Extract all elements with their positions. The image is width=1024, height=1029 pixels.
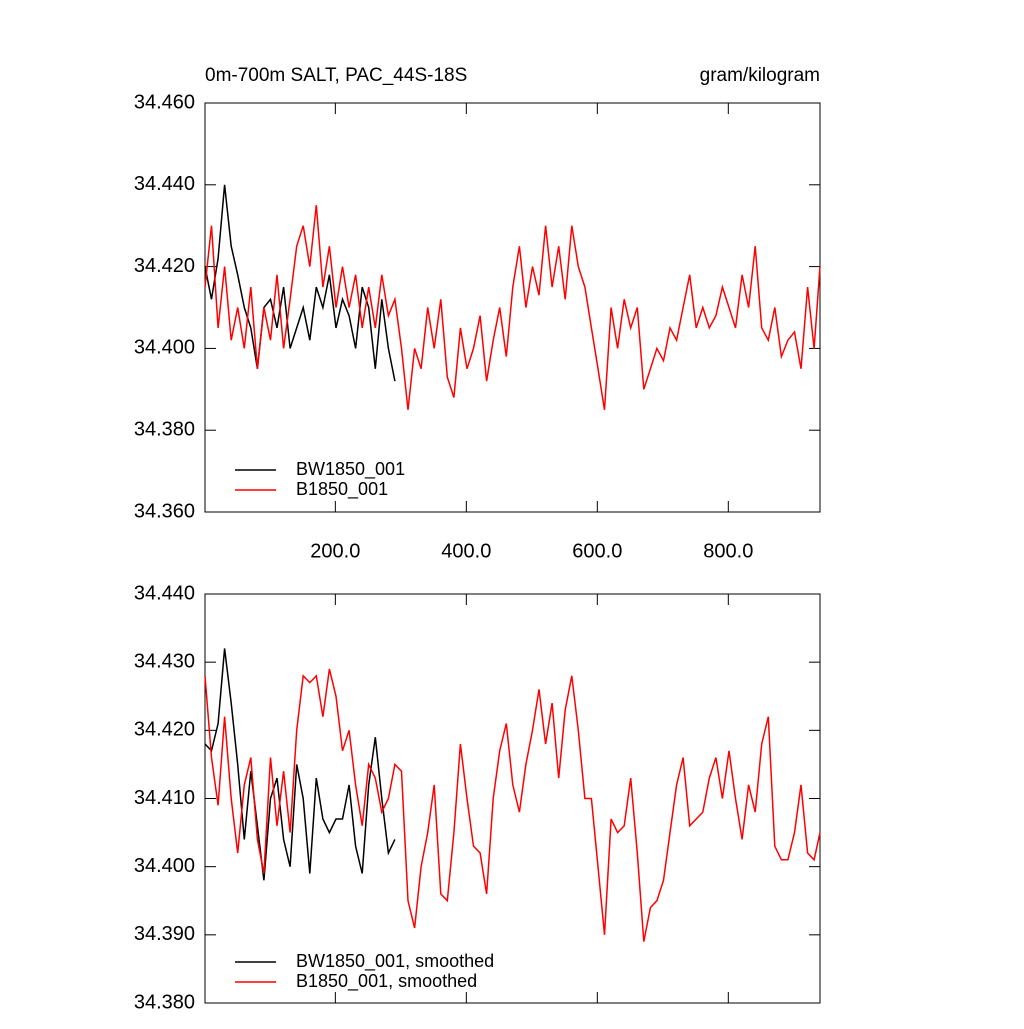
legend-label: B1850_001, smoothed	[296, 971, 477, 992]
x-tick-label: 600.0	[572, 540, 622, 562]
y-tick-label: 34.410	[134, 787, 195, 809]
y-tick-label: 34.430	[134, 650, 195, 672]
y-tick-label: 34.390	[134, 923, 195, 945]
chart-title: 0m-700m SALT, PAC_44S-18S	[205, 65, 467, 86]
plot-frame	[204, 593, 821, 1004]
y-tick-label: 34.420	[134, 719, 195, 741]
x-tick-label: 800.0	[703, 540, 753, 562]
y-tick-label: 34.400	[134, 855, 195, 877]
y-tick-label: 34.460	[134, 91, 195, 113]
units-label: gram/kilogram	[700, 65, 820, 86]
legend-label: BW1850_001, smoothed	[296, 951, 494, 972]
legend-label: B1850_001	[296, 479, 388, 500]
plot-frame	[204, 102, 821, 513]
y-tick-label: 34.360	[134, 500, 195, 522]
y-tick-label: 34.420	[134, 255, 195, 277]
y-tick-label: 34.380	[134, 991, 195, 1013]
series-line	[204, 205, 821, 410]
series-line	[204, 668, 821, 942]
series-line	[204, 184, 396, 382]
x-tick-label: 400.0	[441, 540, 491, 562]
x-tick-label: 200.0	[310, 540, 360, 562]
y-tick-label: 34.380	[134, 418, 195, 440]
y-tick-label: 34.440	[134, 173, 195, 195]
y-tick-label: 34.440	[134, 582, 195, 604]
series-line	[204, 648, 396, 881]
legend-label: BW1850_001	[296, 459, 405, 480]
y-tick-label: 34.400	[134, 337, 195, 359]
